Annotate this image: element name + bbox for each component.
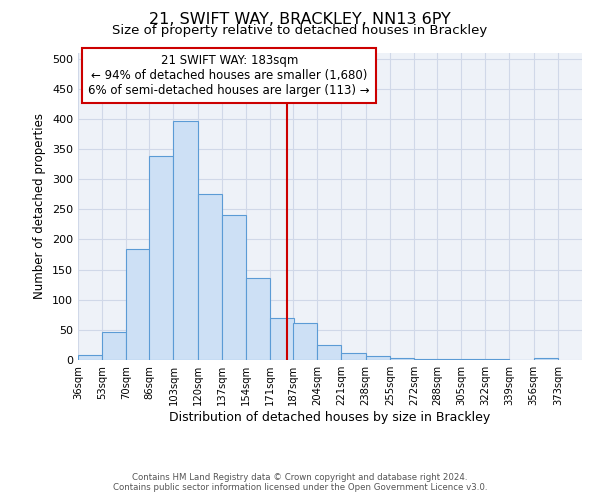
Bar: [317, 345, 341, 360]
Text: Size of property relative to detached houses in Brackley: Size of property relative to detached ho…: [112, 24, 488, 37]
Bar: [78, 355, 102, 360]
Bar: [246, 278, 270, 360]
Bar: [102, 332, 127, 360]
Bar: [390, 358, 414, 360]
Bar: [173, 120, 197, 360]
Bar: [293, 322, 317, 360]
Bar: [127, 249, 151, 360]
Text: Contains HM Land Registry data © Crown copyright and database right 2024.
Contai: Contains HM Land Registry data © Crown c…: [113, 473, 487, 492]
Y-axis label: Number of detached properties: Number of detached properties: [34, 114, 46, 299]
Bar: [365, 356, 390, 360]
Text: 21, SWIFT WAY, BRACKLEY, NN13 6PY: 21, SWIFT WAY, BRACKLEY, NN13 6PY: [149, 12, 451, 28]
Bar: [222, 216, 246, 360]
Bar: [197, 194, 222, 360]
Bar: [270, 318, 295, 360]
X-axis label: Distribution of detached houses by size in Brackley: Distribution of detached houses by size …: [169, 411, 491, 424]
Bar: [414, 359, 438, 360]
Bar: [437, 359, 461, 360]
Bar: [341, 354, 365, 360]
Bar: [533, 358, 558, 360]
Bar: [149, 156, 173, 360]
Text: 21 SWIFT WAY: 183sqm
← 94% of detached houses are smaller (1,680)
6% of semi-det: 21 SWIFT WAY: 183sqm ← 94% of detached h…: [88, 54, 370, 97]
